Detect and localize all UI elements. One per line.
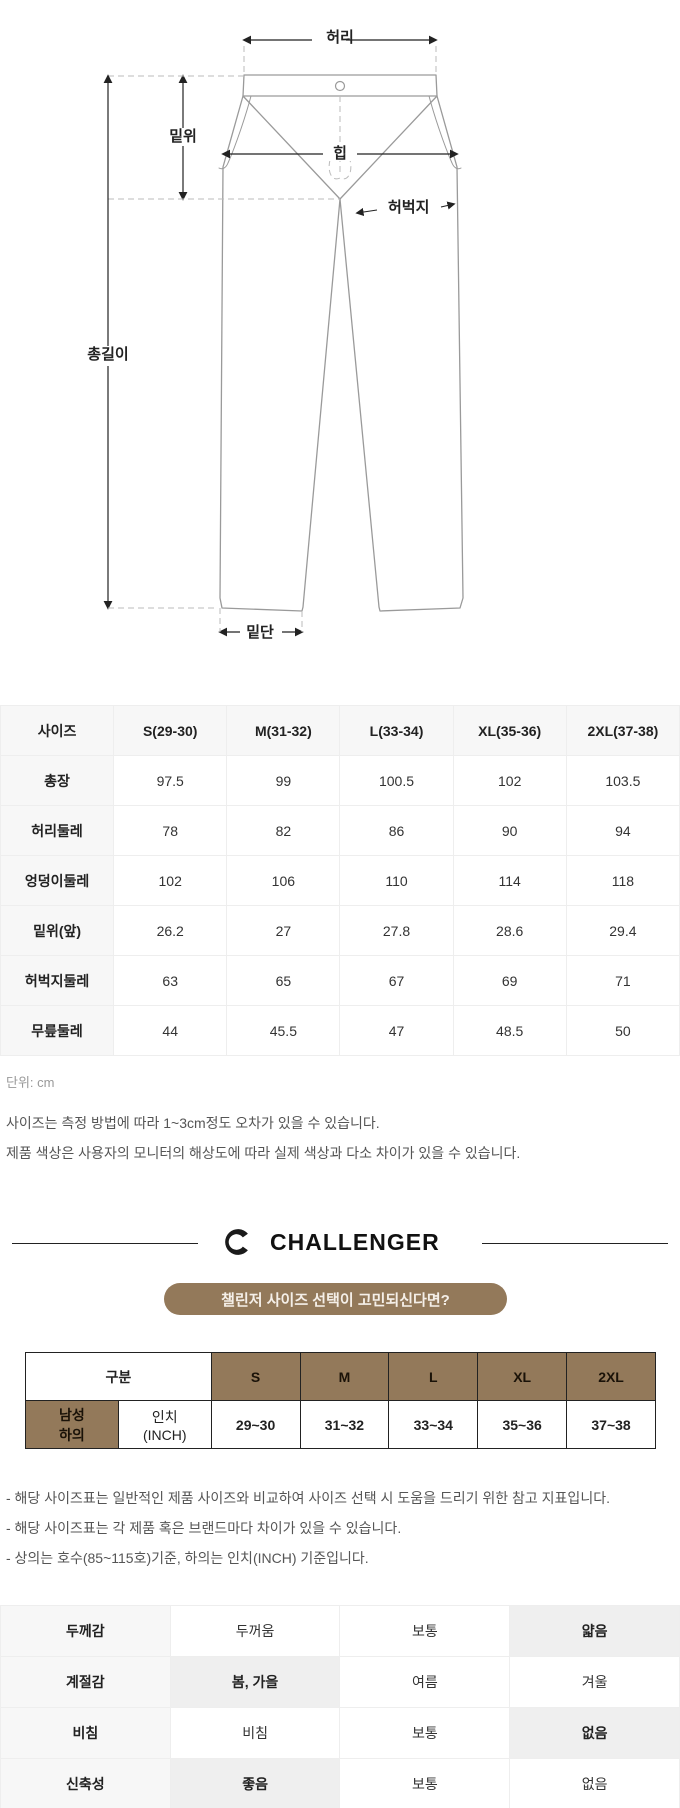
svg-text:힙: 힙 (333, 145, 347, 162)
svg-text:밑위: 밑위 (169, 127, 197, 145)
svg-text:허벅지: 허벅지 (388, 199, 429, 216)
svg-text:허리: 허리 (326, 29, 354, 46)
svg-text:밑단: 밑단 (246, 623, 274, 641)
svg-text:총길이: 총길이 (87, 346, 128, 363)
